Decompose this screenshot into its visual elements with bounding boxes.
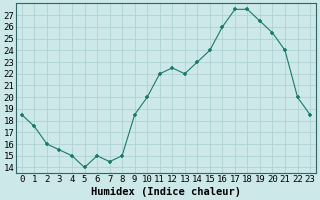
X-axis label: Humidex (Indice chaleur): Humidex (Indice chaleur) xyxy=(91,186,241,197)
